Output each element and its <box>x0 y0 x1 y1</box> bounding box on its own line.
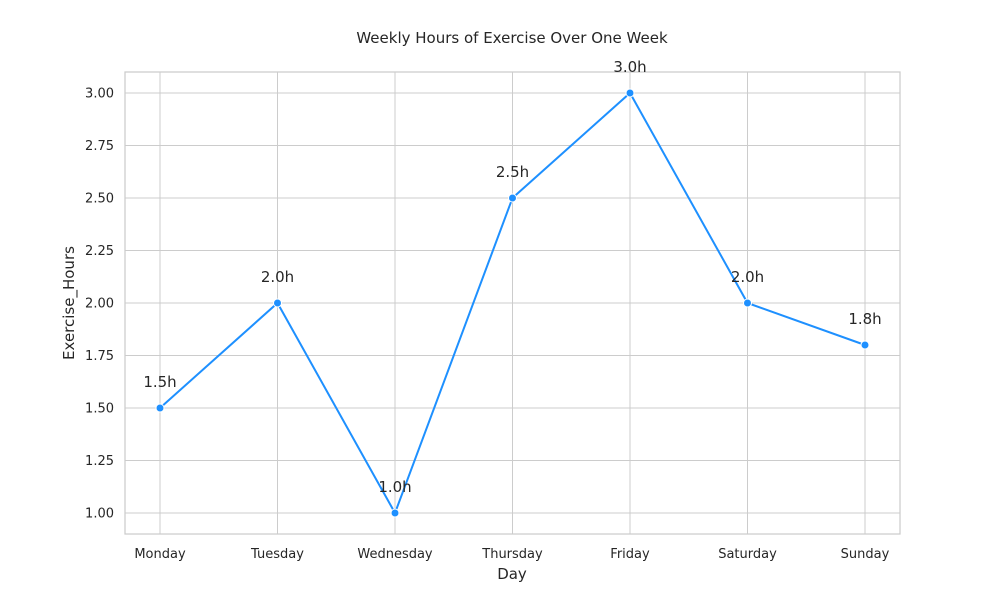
y-tick-label: 2.75 <box>85 139 114 154</box>
plot-frame <box>124 71 901 535</box>
data-label: 1.0h <box>378 478 411 496</box>
y-tick-label: 2.25 <box>85 244 114 259</box>
data-label: 2.0h <box>731 268 764 286</box>
y-axis-title: Exercise_Hours <box>60 246 79 360</box>
x-tick-label: Monday <box>134 547 186 562</box>
chart-title: Weekly Hours of Exercise Over One Week <box>356 29 668 47</box>
y-tick-label: 1.00 <box>85 507 114 522</box>
x-tick-labels: Monday Tuesday Wednesday Thursday Friday Satu… <box>134 547 889 562</box>
x-tick-label: Sunday <box>841 547 890 562</box>
series-layer <box>155 88 870 518</box>
y-tick-label: 2.00 <box>85 297 114 312</box>
data-point <box>273 298 282 308</box>
grid-lines <box>125 72 900 534</box>
y-tick-label: 1.25 <box>85 454 114 469</box>
x-axis-title: Day <box>497 565 527 583</box>
y-tick-label: 3.00 <box>85 87 114 102</box>
data-point <box>390 508 400 518</box>
x-tick-label: Wednesday <box>357 547 433 562</box>
data-label: 3.0h <box>613 58 646 76</box>
data-point <box>625 88 635 98</box>
y-tick-labels: 1.00 1.25 1.50 1.75 2.00 2.25 2.50 2.75 3.00 <box>85 87 114 522</box>
y-tick-label: 1.75 <box>85 349 114 364</box>
x-tick-label: Thursday <box>481 547 543 562</box>
data-label: 2.5h <box>496 163 529 181</box>
y-tick-label: 2.50 <box>85 192 114 207</box>
data-point <box>155 403 165 413</box>
data-label: 2.0h <box>261 268 294 286</box>
data-label: 1.5h <box>143 373 176 391</box>
x-tick-label: Tuesday <box>250 547 304 562</box>
data-point <box>508 193 517 203</box>
data-point <box>743 298 752 308</box>
y-tick-label: 1.50 <box>85 402 114 417</box>
data-labels: 1.5h 2.0h 1.0h 2.5h 3.0h 2.0h 1.8h <box>143 58 881 496</box>
data-label: 1.8h <box>848 310 881 328</box>
x-tick-label: Saturday <box>718 547 777 562</box>
data-point <box>860 340 870 350</box>
x-tick-label: Friday <box>610 547 650 562</box>
